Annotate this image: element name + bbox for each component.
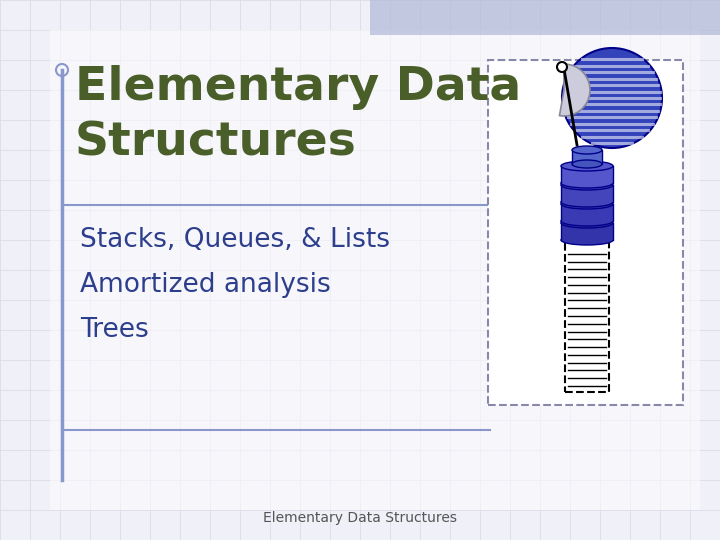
Ellipse shape <box>572 160 602 168</box>
Text: Stacks, Queues, & Lists: Stacks, Queues, & Lists <box>80 227 390 253</box>
Text: Structures: Structures <box>75 120 357 165</box>
Ellipse shape <box>561 161 613 171</box>
Text: Elementary Data Structures: Elementary Data Structures <box>263 511 457 525</box>
Bar <box>561 185 613 202</box>
FancyBboxPatch shape <box>488 60 683 405</box>
Text: Trees: Trees <box>80 317 149 343</box>
Ellipse shape <box>561 197 613 207</box>
Bar <box>561 223 613 240</box>
Ellipse shape <box>572 146 602 154</box>
Ellipse shape <box>561 235 613 245</box>
Wedge shape <box>559 64 590 116</box>
Bar <box>561 204 613 221</box>
Ellipse shape <box>561 180 613 190</box>
Bar <box>561 166 613 183</box>
Circle shape <box>562 48 662 148</box>
Ellipse shape <box>561 178 613 188</box>
Text: Amortized analysis: Amortized analysis <box>80 272 330 298</box>
Bar <box>565 240 609 392</box>
Ellipse shape <box>561 218 613 228</box>
Bar <box>572 150 602 164</box>
Ellipse shape <box>561 199 613 209</box>
Circle shape <box>557 62 567 72</box>
Bar <box>370 0 720 35</box>
Bar <box>50 30 700 510</box>
Ellipse shape <box>561 216 613 226</box>
Text: Elementary Data: Elementary Data <box>75 65 521 110</box>
